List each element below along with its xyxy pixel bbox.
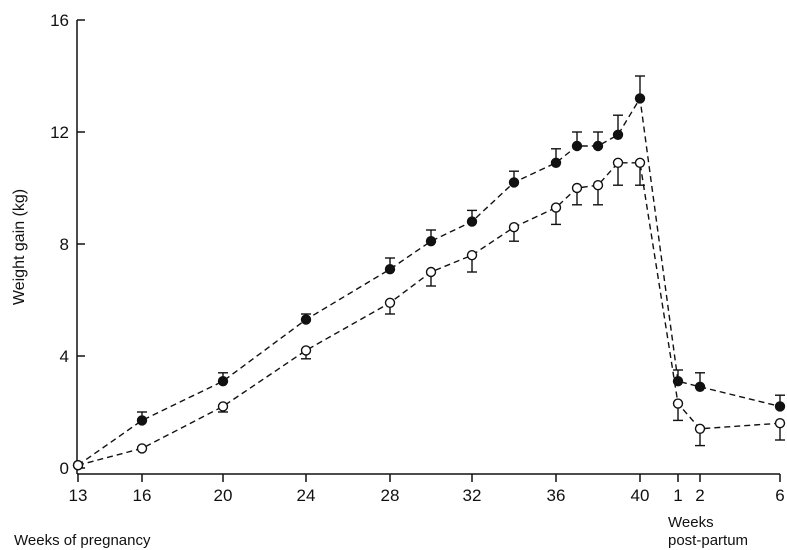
data-point-open-28 — [384, 297, 396, 308]
data-point-filled-24 — [300, 314, 312, 325]
data-point-open-40 — [634, 157, 646, 169]
data-point-filled-38 — [592, 140, 604, 152]
data-point-filled-40 — [634, 93, 646, 104]
data-point-filled-pp2 — [694, 381, 706, 392]
x-axis-title-postpartum-line2: post-partum — [668, 532, 748, 549]
data-point-open-24 — [300, 345, 312, 356]
data-point-open-32 — [466, 249, 478, 261]
data-point-filled-28 — [384, 264, 396, 275]
data-point-filled-37 — [571, 140, 583, 152]
y-axis-title: Weight gain (kg) — [11, 189, 28, 305]
data-point-filled-34 — [508, 177, 520, 188]
y-tick-label-0: 0 — [60, 459, 69, 478]
x-tick-label-pp2: 2 — [695, 486, 704, 505]
data-point-open-37 — [571, 182, 583, 194]
data-point-filled-pp6 — [774, 401, 786, 412]
data-point-filled-pp1 — [672, 376, 684, 387]
x-tick-label-13: 13 — [69, 486, 88, 505]
data-point-open-pp1 — [672, 398, 684, 409]
data-point-open-pp2 — [694, 423, 706, 434]
data-point-open-16 — [136, 443, 148, 454]
data-point-filled-32 — [466, 216, 478, 227]
x-tick-label-pp6: 6 — [775, 486, 784, 505]
data-point-open-39 — [612, 157, 624, 169]
series-line-open — [77, 162, 781, 466]
y-tick-label-4: 4 — [60, 347, 69, 366]
y-tick-label-12: 12 — [50, 123, 69, 142]
x-tick-label-24: 24 — [297, 486, 316, 505]
data-point-filled-20 — [217, 376, 229, 387]
data-point-filled-30 — [425, 235, 437, 247]
x-axis-title-postpartum-line1: Weeks — [668, 514, 714, 531]
data-point-open-30 — [425, 266, 437, 278]
x-tick-label-pp1: 1 — [673, 486, 682, 505]
data-point-filled-39 — [612, 129, 624, 141]
data-point-open-38 — [592, 179, 604, 191]
x-tick-label-32: 32 — [463, 486, 482, 505]
data-point-open-13 — [72, 460, 84, 471]
data-point-filled-36 — [550, 157, 562, 169]
x-tick-label-36: 36 — [547, 486, 566, 505]
axes: 0 4 8 12 16 13 16 20 24 28 32 36 40 1 2 6 — [50, 11, 785, 505]
series-filled — [72, 75, 786, 471]
axis-labels: Weight gain (kg) Weeks of pregnancy Week… — [11, 189, 748, 549]
x-tick-label-28: 28 — [381, 486, 400, 505]
y-tick-label-8: 8 — [60, 235, 69, 254]
data-point-open-20 — [217, 401, 229, 412]
series-line-filled — [77, 96, 781, 466]
series-open — [72, 157, 786, 471]
data-point-filled-16 — [136, 415, 148, 426]
y-tick-label-16: 16 — [50, 11, 69, 30]
data-point-open-34 — [508, 221, 520, 233]
x-tick-label-16: 16 — [133, 486, 152, 505]
x-tick-label-20: 20 — [214, 486, 233, 505]
x-axis-title-pregnancy: Weeks of pregnancy — [14, 532, 151, 549]
series-layer — [72, 75, 786, 471]
data-point-open-pp6 — [774, 418, 786, 429]
data-point-open-36 — [550, 202, 562, 213]
x-tick-label-40: 40 — [631, 486, 650, 505]
